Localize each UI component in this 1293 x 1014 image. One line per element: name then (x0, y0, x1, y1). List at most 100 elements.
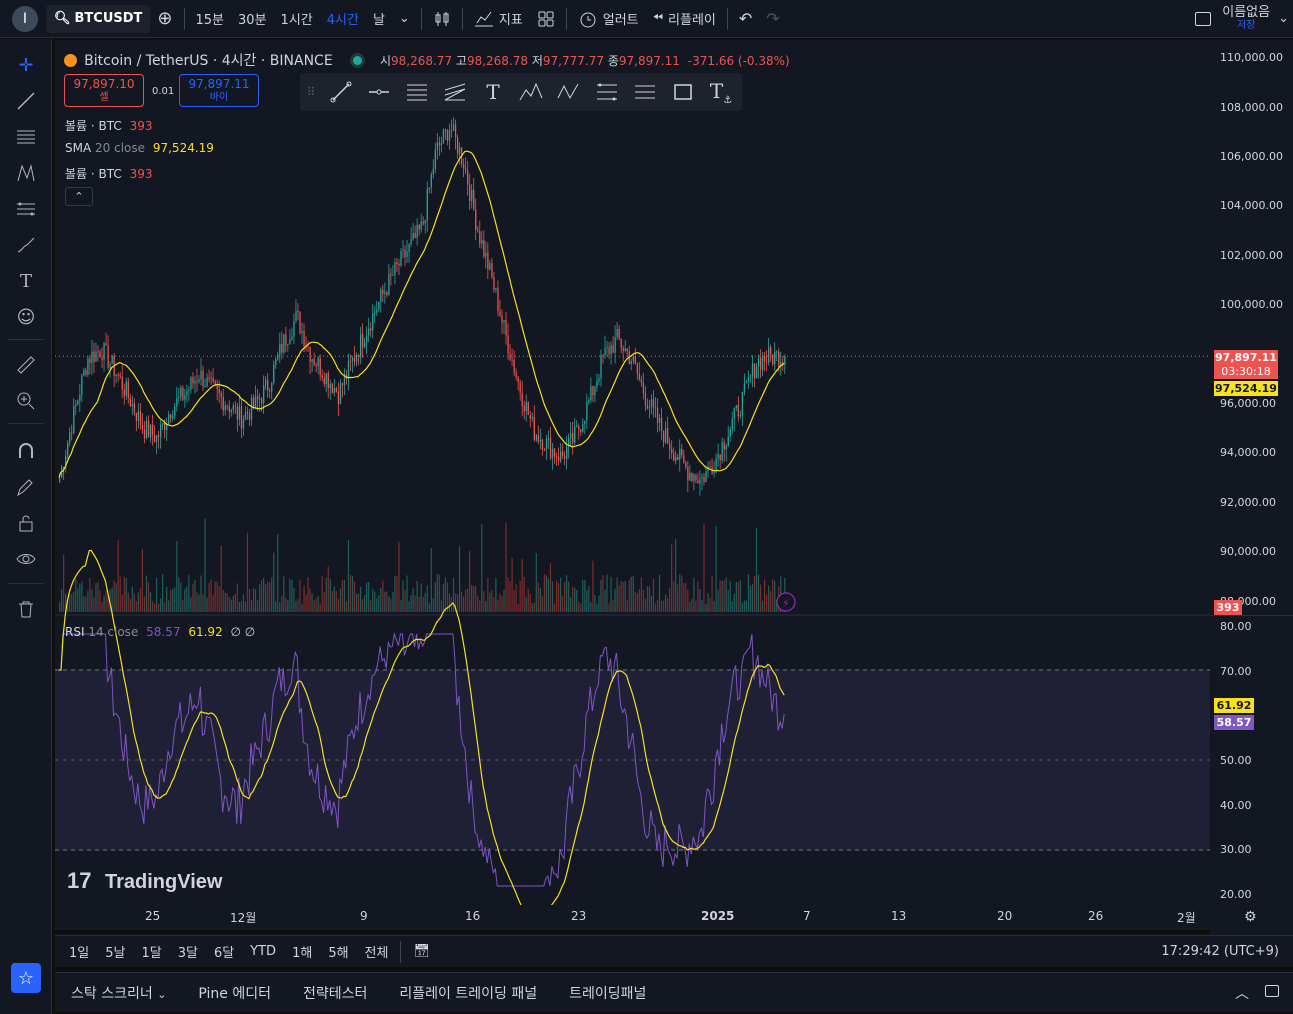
interval-dropdown[interactable]: ⌄ (392, 0, 417, 38)
volume-legend-2[interactable]: 볼륨 · BTC 393 (65, 165, 153, 182)
tab-replay-trading[interactable]: 리플레이 트레이딩 패널 (399, 985, 538, 1002)
expand-panel-button[interactable]: ︿ (1225, 983, 1259, 1003)
symbol-title[interactable]: Bitcoin / TetherUS · 4시간 · BINANCE (84, 53, 333, 69)
interval-30m[interactable]: 30분 (238, 13, 267, 28)
compare-button[interactable]: ⊕ (150, 0, 179, 38)
symbol-search-button[interactable]: 🔍︎ BTCUSDT (46, 4, 151, 33)
fib-channel-button[interactable] (436, 73, 474, 111)
range-ytd[interactable]: YTD (250, 944, 277, 959)
redo-button[interactable]: ↷ (759, 0, 786, 38)
volume-legend[interactable]: 볼륨 · BTC 393 (65, 117, 153, 134)
maximize-panel-button[interactable] (1259, 984, 1293, 1001)
abcd-pattern-button[interactable] (550, 73, 588, 111)
tab-strategy-tester[interactable]: 전략테스터 (303, 985, 368, 1002)
layout-dropdown[interactable]: ⌄ (1274, 0, 1293, 38)
remove-drawings-tool[interactable] (12, 595, 40, 623)
projection-tool[interactable] (12, 195, 40, 223)
replay-button[interactable]: ⏪︎ 리플레이 (646, 0, 723, 38)
fib-extension-button[interactable] (626, 73, 664, 111)
indicators-button[interactable]: 지표 (467, 0, 530, 38)
candle-body (442, 129, 445, 143)
price-chart-svg: ⚡︎ 17 TradingView (55, 117, 1210, 905)
range-3m[interactable]: 3달 (177, 946, 198, 961)
interval-4h[interactable]: 4시간 (326, 13, 359, 28)
range-all[interactable]: 전체 (364, 946, 389, 961)
range-5y[interactable]: 5해 (328, 946, 349, 961)
layout-name-button[interactable]: 이름없음 저장 (1218, 0, 1274, 38)
text-draw-button[interactable]: T (474, 73, 512, 111)
interval-15m[interactable]: 15분 (195, 13, 225, 28)
volume-bar (709, 598, 711, 612)
range-1y[interactable]: 1해 (292, 946, 313, 961)
candle-body (709, 466, 711, 468)
collapse-legend-button[interactable]: ⌃ (65, 187, 93, 206)
lock-drawings-tool[interactable] (12, 509, 40, 537)
alert-button[interactable]: 얼러트 (571, 0, 646, 38)
stay-drawing-tool[interactable] (12, 473, 40, 501)
trendline-draw-button[interactable] (322, 73, 360, 111)
pattern-tool[interactable] (12, 159, 40, 187)
redo-icon: ↷ (766, 9, 780, 28)
candle-body (105, 343, 107, 346)
volume-bar (612, 599, 614, 612)
xabcd-pattern-button[interactable] (512, 73, 550, 111)
horizontal-ray-button[interactable] (360, 73, 398, 111)
candle-body (481, 240, 483, 244)
interval-1h[interactable]: 1시간 (280, 13, 313, 28)
price-axis[interactable]: 110,000.00 108,000.00 106,000.00 104,000… (1210, 40, 1293, 935)
low-label: 저 (531, 54, 543, 68)
fib-retracement-button[interactable] (588, 73, 626, 111)
candle-body (505, 320, 507, 336)
undo-button[interactable]: ↶ (732, 0, 759, 38)
candle-body (374, 312, 376, 314)
chart-settings-button[interactable]: ⚙︎ (1244, 909, 1257, 925)
chart-type-button[interactable] (426, 0, 458, 38)
hide-drawings-tool[interactable] (12, 545, 40, 573)
sell-button[interactable]: 97,897.10 셀 (64, 74, 144, 107)
range-1d[interactable]: 1일 (69, 946, 90, 961)
candle-body (448, 130, 451, 141)
candle-body (67, 442, 69, 457)
favorites-button[interactable]: ☆ (11, 963, 41, 993)
buy-button[interactable]: 97,897.11 바이 (179, 74, 259, 107)
interval-day[interactable]: 날 (372, 13, 385, 28)
candle-body (396, 262, 398, 264)
candle-body (772, 354, 774, 365)
trendline-tool[interactable] (12, 87, 40, 115)
candle-body (747, 378, 750, 382)
volume-bar (481, 524, 483, 612)
fib-tool[interactable] (12, 123, 40, 151)
chart-pane[interactable]: ⚡︎ 17 TradingView (55, 40, 1210, 905)
parallel-channel-button[interactable] (398, 73, 436, 111)
templates-button[interactable] (530, 0, 562, 38)
user-avatar[interactable]: I (12, 5, 38, 32)
rectangle-button[interactable] (664, 73, 702, 111)
tab-trading-panel[interactable]: 트레이딩패널 (569, 985, 647, 1002)
volume-bar (95, 583, 97, 612)
goto-date-button[interactable]: 📅︎ (405, 944, 438, 959)
volume-bar (117, 539, 119, 612)
candle-body (178, 396, 180, 399)
emoji-tool[interactable]: ☺ (12, 303, 40, 331)
fullscreen-toggle[interactable] (1188, 0, 1218, 38)
rsi-legend[interactable]: RSI 14 close 58.57 61.92 ∅ ∅ (65, 625, 255, 639)
magnet-tool[interactable] (12, 437, 40, 465)
volume-bar (234, 593, 236, 612)
zoom-tool[interactable] (12, 387, 40, 415)
drag-handle[interactable]: ⠿ (300, 73, 322, 111)
measure-tool[interactable] (12, 351, 40, 379)
crosshair-tool[interactable]: ✛ (12, 51, 40, 79)
tab-pine-editor[interactable]: Pine 에디터 (198, 985, 272, 1002)
range-5d[interactable]: 5날 (105, 946, 126, 961)
anchored-text-button[interactable]: T⚓︎ (702, 73, 740, 111)
range-6m[interactable]: 6달 (213, 946, 235, 961)
text-tool[interactable]: T (12, 267, 40, 295)
time-axis[interactable]: 25 12월 9 16 23 2025 7 13 20 26 2월 (55, 905, 1210, 930)
brush-tool[interactable] (12, 231, 40, 259)
volume-bar (683, 582, 685, 612)
clock[interactable]: 17:29:42 (UTC+9) (1161, 944, 1279, 959)
volume-bar (671, 544, 673, 612)
tab-stock-screener[interactable]: 스탁 스크리너 ⌄ (55, 983, 182, 1003)
sma-legend[interactable]: SMA 20 close 97,524.19 (65, 141, 214, 155)
range-1m[interactable]: 1달 (141, 946, 162, 961)
